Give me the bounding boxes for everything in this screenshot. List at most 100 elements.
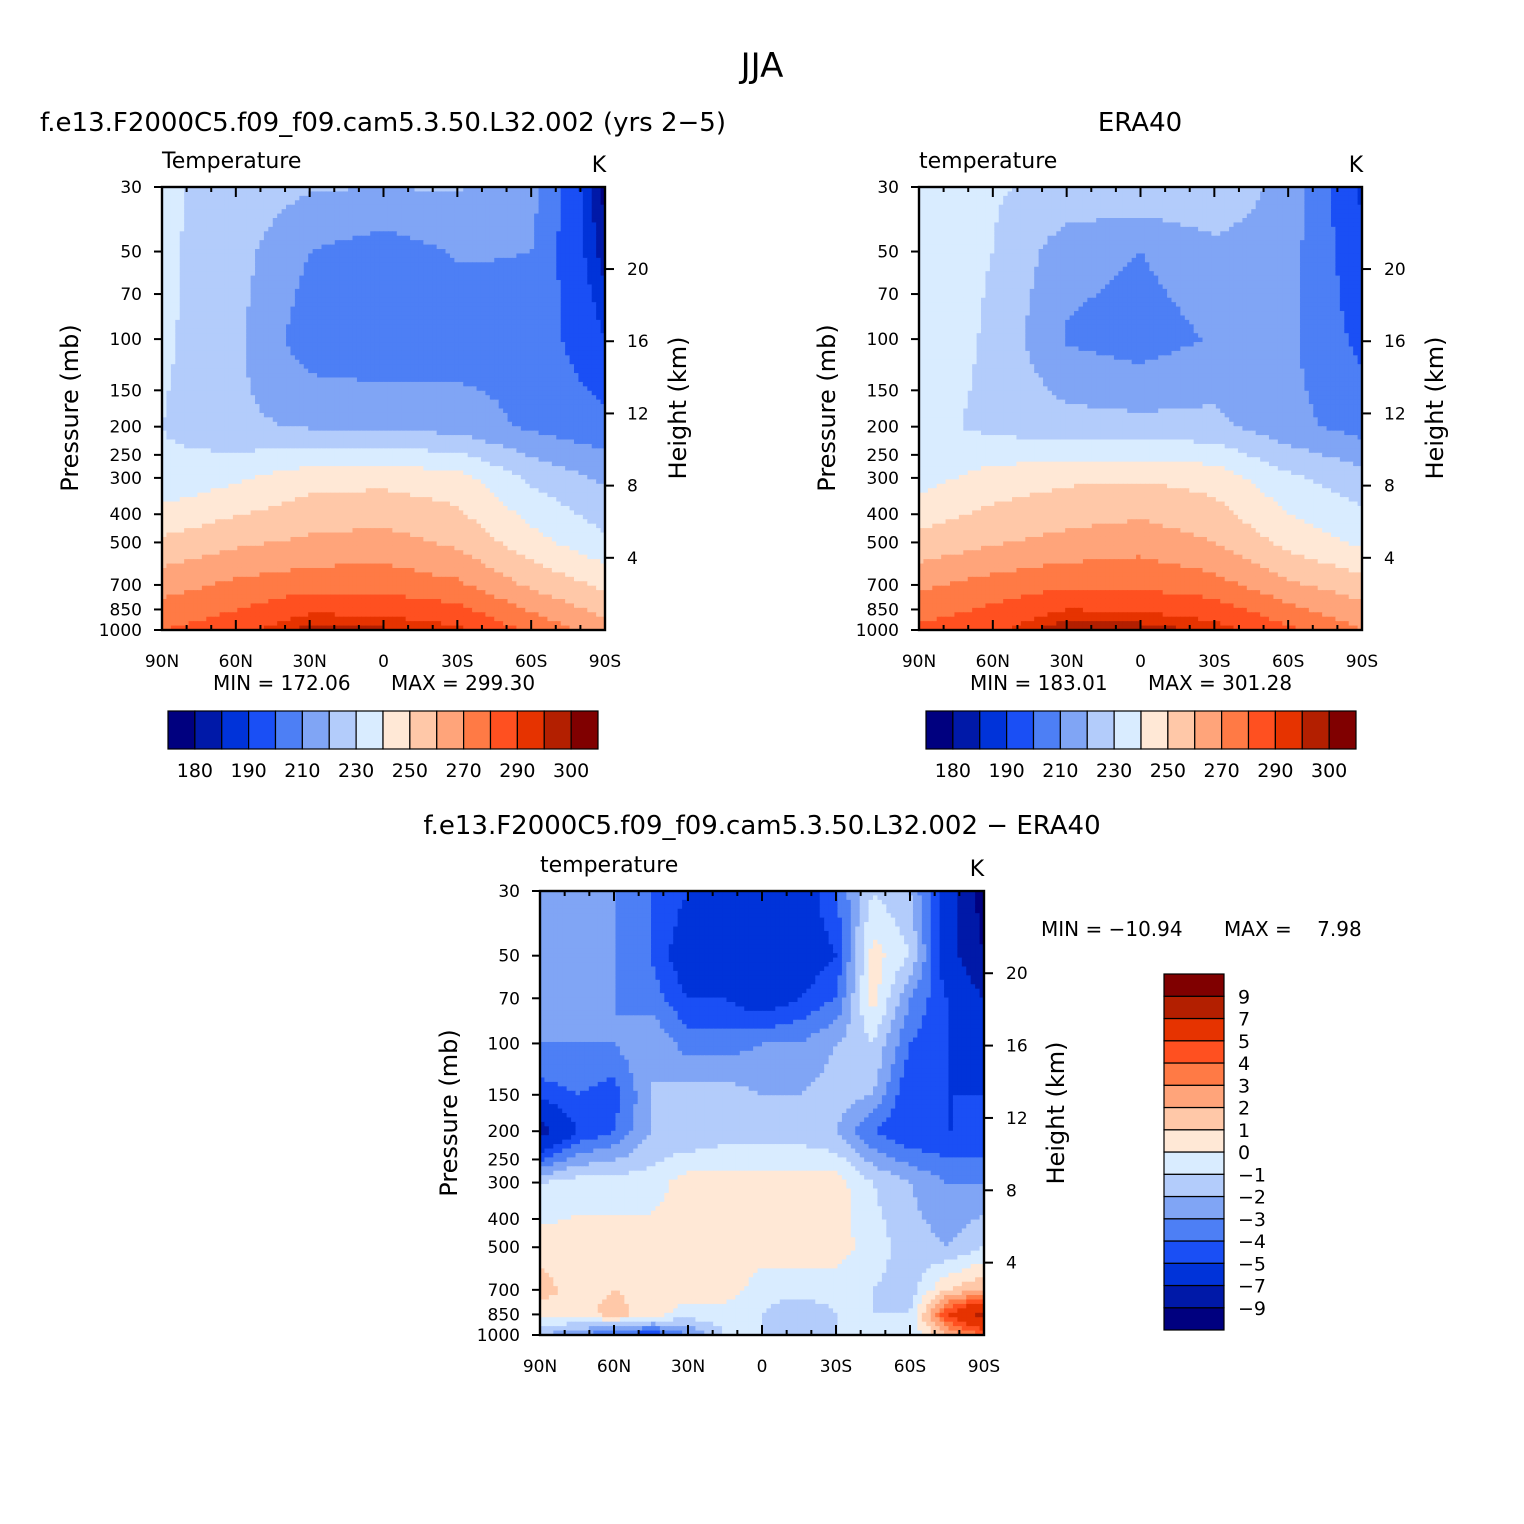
contour-cell [220, 258, 225, 263]
contour-cell [233, 280, 238, 285]
contour-cell [547, 338, 552, 343]
contour-cell [290, 236, 295, 241]
contour-cell [543, 245, 548, 250]
contour-cell [313, 258, 318, 263]
contour-cell [268, 311, 273, 316]
contour-cell [211, 191, 216, 196]
contour-cell [463, 236, 468, 241]
contour-cell [379, 302, 384, 307]
contour-cell [255, 218, 260, 223]
contour-cell [242, 307, 247, 312]
contour-cell [175, 236, 180, 241]
contour-cell [295, 307, 300, 312]
contour-cell [410, 236, 415, 241]
contour-cell [477, 338, 482, 343]
contour-cell [388, 298, 393, 303]
contour-cell [543, 377, 548, 382]
contour-cell [299, 298, 304, 303]
contour-cell [189, 258, 194, 263]
contour-cell [472, 346, 477, 351]
contour-cell [503, 271, 508, 276]
contour-cell [339, 253, 344, 258]
contour-cell [220, 200, 225, 205]
contour-cell [401, 302, 406, 307]
contour-cell [233, 351, 238, 356]
contour-cell [534, 218, 539, 223]
contour-cell [485, 351, 490, 356]
contour-cell [450, 351, 455, 356]
contour-cell [375, 351, 380, 356]
contour-cell [543, 267, 548, 272]
contour-cell [583, 302, 588, 307]
contour-cell [313, 364, 318, 369]
contour-cell [419, 200, 424, 205]
contour-cell [432, 236, 437, 241]
contour-cell [304, 333, 309, 338]
contour-cell [282, 400, 287, 405]
contour-cell [472, 364, 477, 369]
contour-cell [211, 360, 216, 365]
contour-cell [508, 324, 513, 329]
contour-cell [441, 200, 446, 205]
contour-cell [273, 191, 278, 196]
contour-cell [565, 382, 570, 387]
contour-cell [233, 249, 238, 254]
contour-cell [419, 355, 424, 360]
contour-cell [259, 369, 264, 374]
contour-cell [446, 324, 451, 329]
contour-cell [459, 276, 464, 281]
contour-cell [304, 324, 309, 329]
contour-cell [534, 369, 539, 374]
contour-cell [321, 395, 326, 400]
contour-cell [357, 253, 362, 258]
contour-cell [384, 227, 389, 232]
contour-cell [255, 280, 260, 285]
contour-cell [552, 333, 557, 338]
contour-cell [428, 262, 433, 267]
contour-cell [273, 231, 278, 236]
contour-cell [175, 302, 180, 307]
contour-cell [477, 329, 482, 334]
contour-cell [397, 236, 402, 241]
contour-cell [490, 205, 495, 210]
contour-cell [361, 227, 366, 232]
contour-cell [388, 373, 393, 378]
contour-cell [308, 364, 313, 369]
contour-cell [259, 400, 264, 405]
contour-cell [397, 302, 402, 307]
contour-cell [211, 355, 216, 360]
contour-cell [295, 245, 300, 250]
contour-cell [446, 236, 451, 241]
contour-cell [384, 205, 389, 210]
contour-cell [428, 284, 433, 289]
contour-cell [330, 329, 335, 334]
contour-cell [384, 324, 389, 329]
contour-cell [255, 346, 260, 351]
contour-cell [392, 249, 397, 254]
contour-cell [450, 360, 455, 365]
contour-cell [516, 249, 521, 254]
contour-cell [512, 311, 517, 316]
contour-cell [255, 400, 260, 405]
contour-cell [228, 338, 233, 343]
contour-cell [166, 307, 171, 312]
contour-cell [587, 342, 592, 347]
contour-cell [357, 315, 362, 320]
contour-cell [273, 360, 278, 365]
contour-cell [539, 218, 544, 223]
contour-cell [516, 196, 521, 201]
contour-cell [220, 400, 225, 405]
contour-cell [415, 293, 420, 298]
contour-cell [361, 191, 366, 196]
contour-cell [556, 249, 561, 254]
contour-cell [308, 338, 313, 343]
contour-cell [583, 355, 588, 360]
contour-cell [228, 351, 233, 356]
contour-cell [388, 231, 393, 236]
contour-cell [175, 369, 180, 374]
contour-cell [485, 222, 490, 227]
contour-cell [543, 276, 548, 281]
contour-cell [561, 240, 566, 245]
contour-cell [521, 311, 526, 316]
contour-cell [587, 324, 592, 329]
